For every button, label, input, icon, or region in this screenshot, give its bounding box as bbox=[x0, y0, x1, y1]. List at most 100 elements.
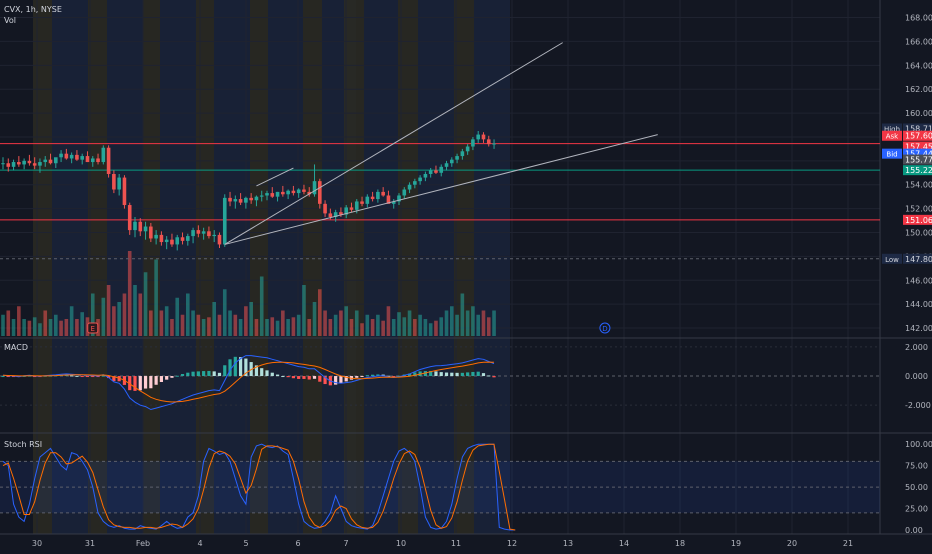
volume-bar bbox=[43, 310, 48, 336]
volume-bar bbox=[101, 297, 106, 336]
candle-body bbox=[101, 147, 106, 163]
macd-histogram-bar bbox=[233, 356, 237, 377]
macd-histogram-bar bbox=[244, 358, 248, 377]
volume-bar bbox=[164, 306, 169, 336]
candle-body bbox=[259, 195, 264, 197]
candle-body bbox=[365, 196, 370, 204]
candle-body bbox=[217, 234, 222, 245]
volume-bar bbox=[402, 317, 407, 336]
volume-bar bbox=[106, 285, 111, 336]
candle-body bbox=[244, 197, 248, 203]
volume-bar bbox=[428, 323, 433, 336]
dividend-marker bbox=[599, 322, 611, 334]
candle-body bbox=[32, 163, 37, 166]
candle-body bbox=[286, 190, 290, 195]
candle-body bbox=[159, 234, 164, 243]
session-band bbox=[33, 0, 52, 534]
candle-body bbox=[201, 231, 206, 234]
macd-histogram-bar bbox=[275, 374, 280, 377]
candle-body bbox=[149, 226, 153, 239]
macd-histogram-bar bbox=[450, 372, 454, 377]
macd-histogram-bar bbox=[492, 376, 496, 378]
price-tick-label: 146.00 bbox=[905, 276, 932, 285]
macd-histogram-bar bbox=[334, 376, 338, 385]
macd-histogram-bar bbox=[196, 371, 200, 377]
candle-body bbox=[186, 236, 190, 241]
time-tick-label: 11 bbox=[451, 539, 461, 548]
volume-bar bbox=[159, 310, 164, 336]
dividend-marker-label: D bbox=[602, 325, 607, 333]
price-axis-label-value: 157.45 bbox=[905, 143, 932, 152]
volume-bar bbox=[286, 319, 290, 336]
candle-body bbox=[486, 139, 491, 145]
macd-histogram-bar bbox=[191, 371, 195, 377]
stoch-rsi-tick-label: 75.00 bbox=[905, 462, 928, 471]
volume-bar bbox=[112, 306, 116, 336]
macd-histogram-bar bbox=[397, 375, 401, 377]
candle-body bbox=[434, 170, 438, 173]
candle-body bbox=[423, 173, 428, 178]
candle-body bbox=[11, 162, 16, 167]
macd-histogram-bar bbox=[149, 376, 153, 389]
session-band bbox=[303, 0, 322, 534]
volume-bar bbox=[228, 310, 232, 336]
macd-tick-label: -2.000 bbox=[905, 401, 931, 410]
price-axis-label-box bbox=[903, 154, 932, 165]
price-axis-label-box bbox=[903, 141, 932, 152]
volume-bar bbox=[154, 259, 158, 336]
volume-bar bbox=[217, 314, 222, 336]
candle-body bbox=[38, 162, 42, 166]
macd-histogram-bar bbox=[281, 376, 285, 378]
time-tick-label: 20 bbox=[787, 539, 797, 548]
macd-histogram-bar bbox=[180, 373, 185, 377]
price-axis-tag-box bbox=[882, 148, 902, 159]
candle-body bbox=[212, 234, 216, 237]
time-tick-label: 14 bbox=[619, 539, 629, 548]
macd-histogram-bar bbox=[439, 372, 443, 377]
macd-histogram-bar bbox=[154, 376, 158, 385]
volume-bar bbox=[407, 310, 412, 336]
macd-histogram-bar bbox=[429, 370, 433, 377]
candle-body bbox=[376, 191, 380, 200]
candle-body bbox=[265, 193, 269, 196]
volume-bar bbox=[302, 285, 306, 336]
macd-histogram-bar bbox=[466, 372, 470, 377]
macd-histogram-bar bbox=[302, 376, 306, 379]
candle-body bbox=[64, 153, 69, 159]
volume-bar bbox=[376, 314, 380, 336]
price-axis-label-box bbox=[903, 130, 932, 141]
candle-body bbox=[344, 207, 348, 215]
volume-bar bbox=[191, 310, 195, 336]
stoch-rsi-tick-label: 100.00 bbox=[905, 440, 932, 449]
volume-bar bbox=[222, 289, 227, 336]
macd-histogram-bar bbox=[481, 373, 486, 377]
stoch-rsi-legend[interactable]: Stoch RSI bbox=[4, 440, 43, 449]
candle-body bbox=[444, 163, 449, 167]
candle-body bbox=[275, 191, 280, 197]
earnings-marker bbox=[87, 322, 99, 334]
macd-histogram-bar bbox=[423, 371, 427, 377]
volume-bar bbox=[386, 306, 391, 336]
volume-bar bbox=[80, 312, 84, 336]
candle-body bbox=[302, 189, 306, 192]
candle-body bbox=[296, 189, 301, 194]
macd-histogram-bar bbox=[297, 376, 301, 379]
macd-histogram-bar bbox=[33, 376, 37, 378]
candle-body bbox=[402, 189, 407, 196]
price-axis-label-value: 155.22 bbox=[905, 166, 932, 175]
volume-bar bbox=[143, 272, 148, 336]
macd-histogram-bar bbox=[286, 376, 290, 378]
candle-body bbox=[418, 177, 422, 182]
macd-legend[interactable]: MACD bbox=[4, 343, 28, 352]
candle-body bbox=[138, 221, 143, 232]
macd-histogram-bar bbox=[444, 372, 449, 377]
symbol-label[interactable]: CVX, 1h, NYSE bbox=[4, 5, 62, 14]
candle-body bbox=[233, 199, 238, 202]
macd-histogram-bar bbox=[175, 375, 179, 377]
macd-histogram-bar bbox=[85, 376, 90, 378]
candle-body bbox=[17, 162, 21, 165]
macd-histogram-bar bbox=[207, 370, 211, 377]
volume-bar bbox=[307, 319, 312, 336]
